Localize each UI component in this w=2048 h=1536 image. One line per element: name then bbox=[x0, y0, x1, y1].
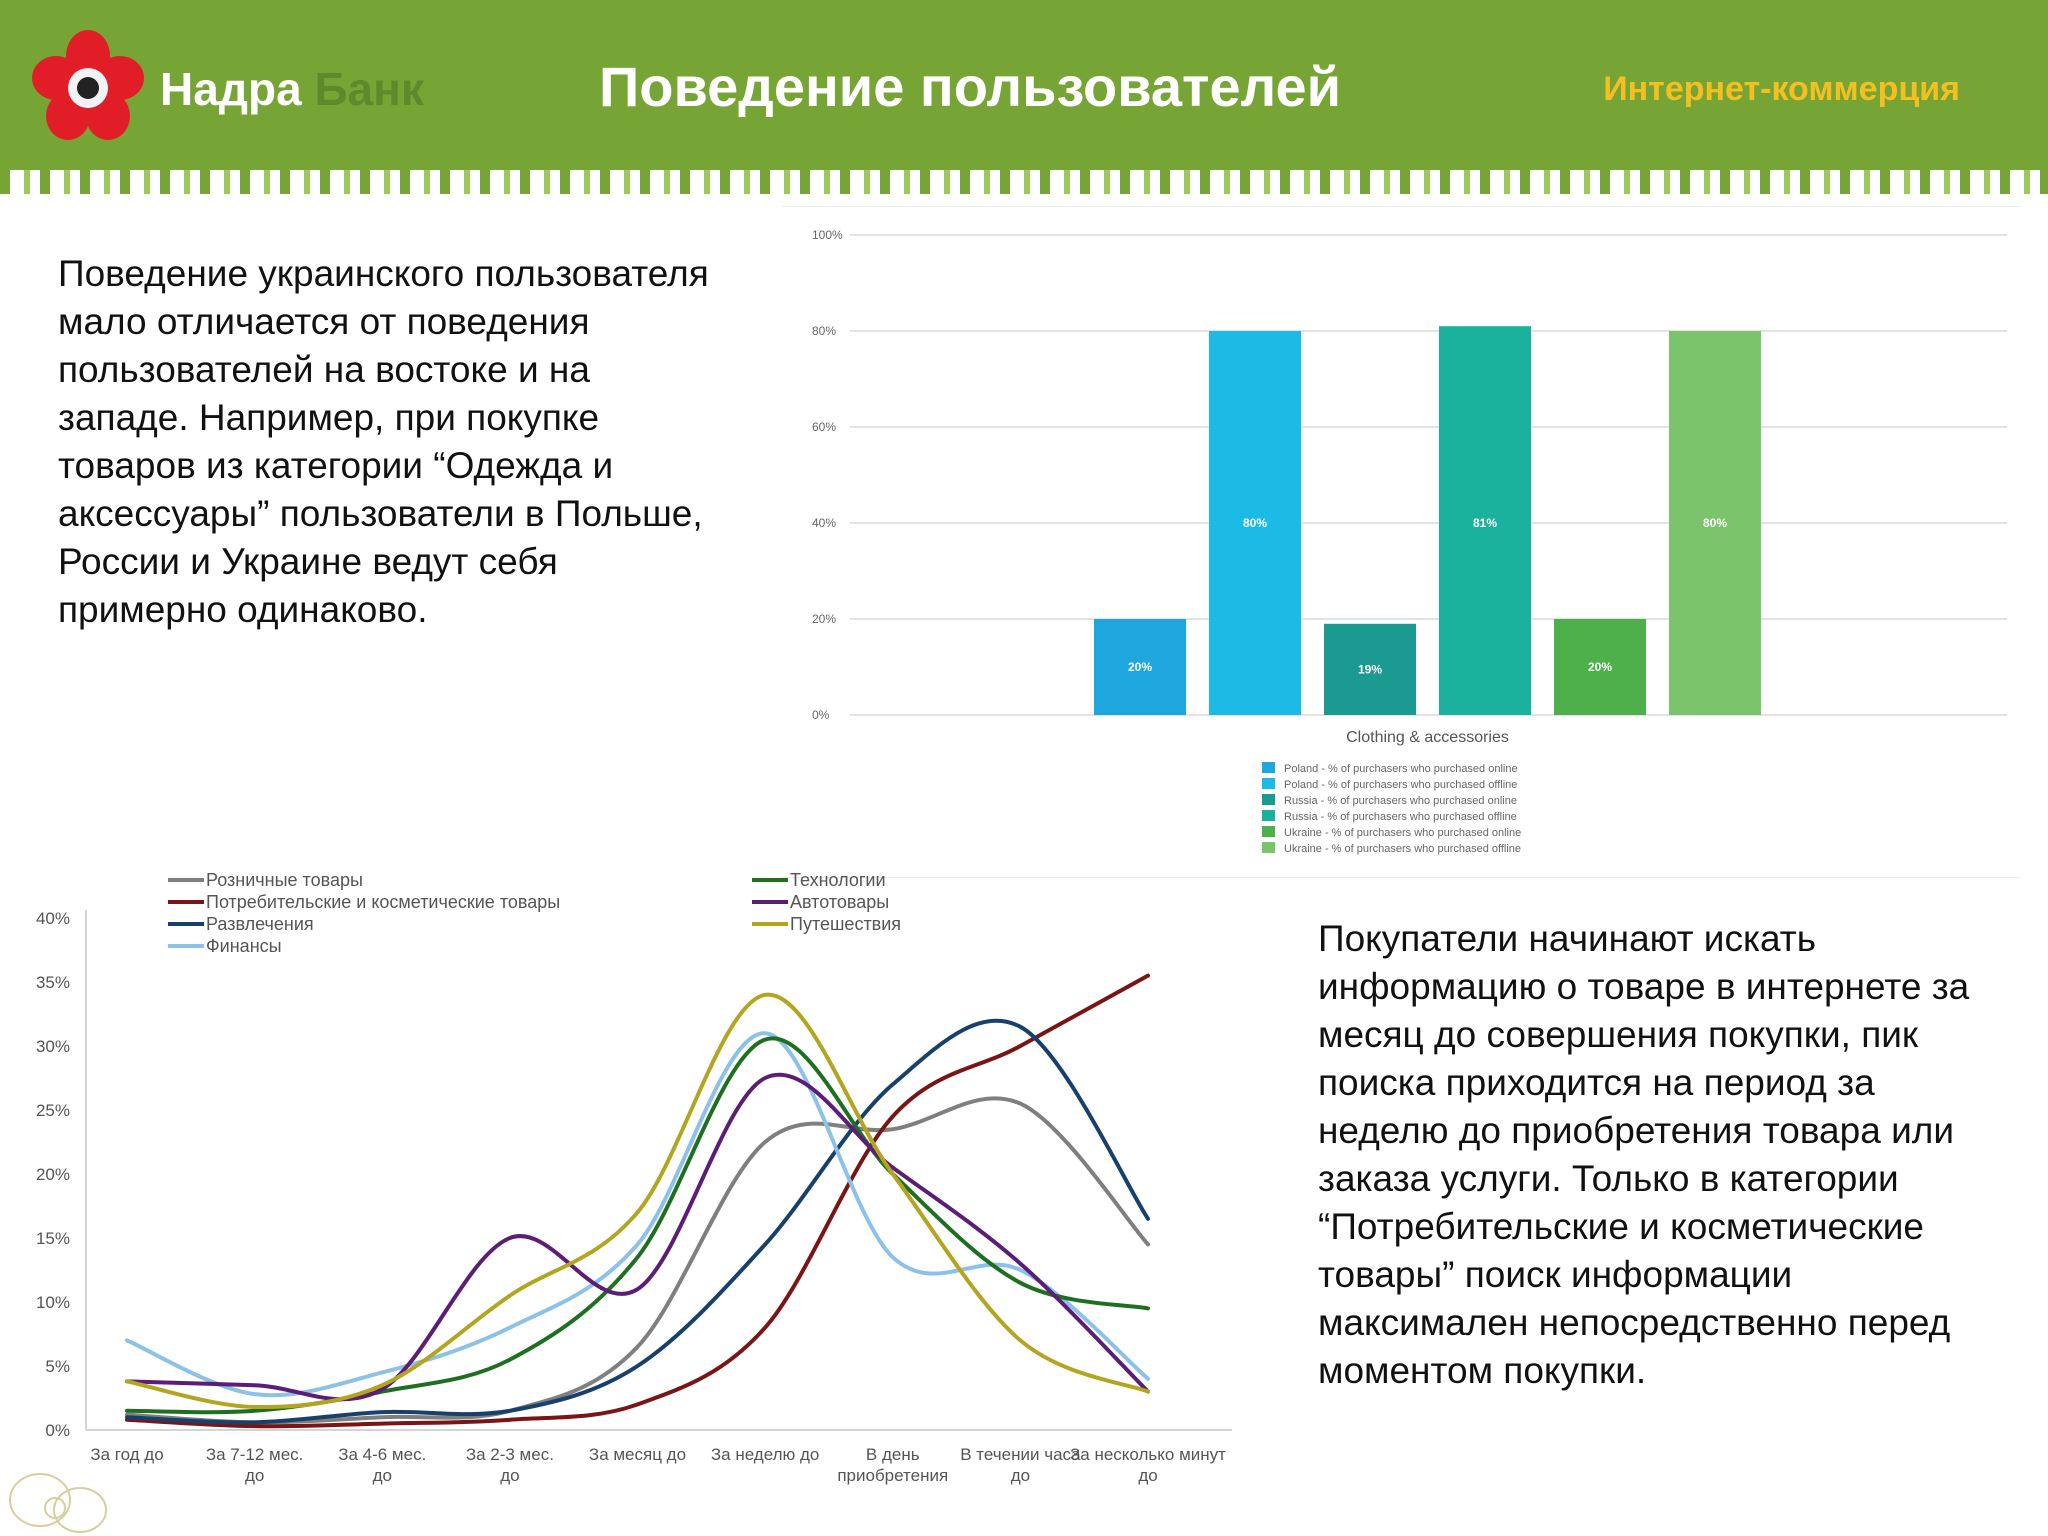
line-series bbox=[125, 1096, 1150, 1425]
line-series bbox=[125, 992, 1150, 1410]
line-x-tick-label: За месяц до bbox=[589, 1445, 686, 1464]
bar-value-label: 19% bbox=[1358, 662, 1382, 676]
bar bbox=[1669, 331, 1761, 715]
line-y-tick-label: 20% bbox=[36, 1165, 70, 1184]
bar-value-label: 81% bbox=[1473, 516, 1497, 530]
bar bbox=[1094, 619, 1186, 715]
bar-legend-swatch bbox=[1262, 842, 1275, 853]
bar-legend-label: Poland - % of purchasers who purchased o… bbox=[1284, 763, 1518, 775]
bar-value-label: 20% bbox=[1588, 660, 1612, 674]
line-y-tick-label: 30% bbox=[36, 1037, 70, 1056]
bar-value-label: 80% bbox=[1703, 516, 1727, 530]
section-label: Интернет-коммерция bbox=[1603, 70, 1960, 108]
line-y-tick-label: 35% bbox=[36, 973, 70, 992]
line-series bbox=[125, 1036, 1150, 1415]
bar-legend-swatch bbox=[1262, 762, 1275, 773]
decorative-stripe bbox=[0, 170, 2048, 194]
line-legend-label: Путешествия bbox=[790, 914, 901, 934]
bar-legend-swatch bbox=[1262, 778, 1275, 789]
line-x-tick-label: В день приобретения bbox=[837, 1445, 948, 1485]
line-x-tick-label: В течении часа до bbox=[960, 1445, 1081, 1485]
line-legend-label: Технологии bbox=[790, 870, 886, 890]
header-bar: Надра Банк Поведение пользователей Интер… bbox=[0, 0, 2048, 170]
line-y-tick-label: 0% bbox=[45, 1421, 70, 1440]
line-y-tick-label: 5% bbox=[45, 1357, 70, 1376]
line-x-tick-label: За 2-3 мес. до bbox=[466, 1445, 554, 1485]
decorative-flower-outline-icon bbox=[9, 1473, 107, 1533]
bar-y-tick-label: 80% bbox=[812, 324, 836, 338]
line-x-tick-label: За 7-12 мес. до bbox=[206, 1445, 304, 1485]
bar-y-tick-label: 0% bbox=[812, 708, 830, 722]
text-block-search: Покупатели начинают искать информацию о … bbox=[1318, 918, 1970, 1391]
line-y-tick-label: 40% bbox=[36, 909, 70, 928]
bar-legend-label: Ukraine - % of purchasers who purchased … bbox=[1284, 843, 1521, 855]
line-legend-label: Развлечения bbox=[206, 914, 314, 934]
bar bbox=[1324, 623, 1416, 715]
line-x-tick-label: За неделю до bbox=[711, 1445, 820, 1464]
bar-y-tick-label: 60% bbox=[812, 420, 836, 434]
bar-y-tick-label: 40% bbox=[812, 516, 836, 530]
bar-legend-label: Poland - % of purchasers who purchased o… bbox=[1284, 779, 1517, 791]
line-legend-label: Розничные товары bbox=[206, 870, 363, 890]
line-series bbox=[125, 973, 1150, 1429]
bar-legend-label: Russia - % of purchasers who purchased o… bbox=[1284, 811, 1517, 823]
text-block-ukraine: Поведение украинского пользователя мало … bbox=[58, 253, 709, 630]
line-legend-label: Потребительские и косметические товары bbox=[206, 892, 560, 912]
bar-y-tick-label: 100% bbox=[812, 228, 843, 242]
bar bbox=[1554, 619, 1646, 715]
line-legend-label: Финансы bbox=[206, 936, 282, 956]
line-x-tick-label: За 4-6 мес. до bbox=[338, 1445, 426, 1485]
line-y-tick-label: 15% bbox=[36, 1229, 70, 1248]
bar-legend-label: Russia - % of purchasers who purchased o… bbox=[1284, 795, 1517, 807]
bar-chart-panel: 0% 20% 40% 60% 80% 100% 20% 80% 19% 81% 20% 80% Clot… bbox=[782, 206, 2020, 878]
line-x-tick-label: За год до bbox=[90, 1445, 163, 1464]
line-y-tick-label: 10% bbox=[36, 1293, 70, 1312]
bar bbox=[1439, 326, 1531, 715]
line-x-tick-label: За несколько минут до bbox=[1070, 1445, 1226, 1485]
bar-legend-swatch bbox=[1262, 826, 1275, 837]
bar-value-label: 80% bbox=[1243, 516, 1267, 530]
logo-text-main: Надра bbox=[160, 63, 302, 115]
line-legend-label: Автотовары bbox=[790, 892, 889, 912]
bar-legend-label: Ukraine - % of purchasers who purchased … bbox=[1284, 827, 1521, 839]
bar-y-tick-label: 20% bbox=[812, 612, 836, 626]
logo-text-dim: Банк bbox=[314, 63, 424, 115]
line-chart: 0% 5% 10% 15% 20% 25% 30% 35% 40% За год до За 7-1… bbox=[36, 870, 1232, 1485]
bar-legend-swatch bbox=[1262, 810, 1275, 821]
line-series bbox=[125, 1018, 1150, 1425]
line-series bbox=[125, 1072, 1150, 1402]
page-title: Поведение пользователей bbox=[598, 55, 1342, 118]
flower-logo-icon bbox=[32, 30, 144, 140]
line-y-tick-label: 25% bbox=[36, 1101, 70, 1120]
bar-chart: 0% 20% 40% 60% 80% 100% 20% 80% 19% 81% 20% 80% Clot… bbox=[812, 228, 2007, 855]
bar-legend-swatch bbox=[1262, 794, 1275, 805]
logo-wordmark: Надра Банк bbox=[160, 62, 424, 116]
line-series bbox=[125, 1031, 1150, 1398]
bar bbox=[1209, 331, 1301, 715]
bar-value-label: 20% bbox=[1128, 660, 1152, 674]
bar-x-axis-label: Clothing & accessories bbox=[1346, 729, 1509, 746]
